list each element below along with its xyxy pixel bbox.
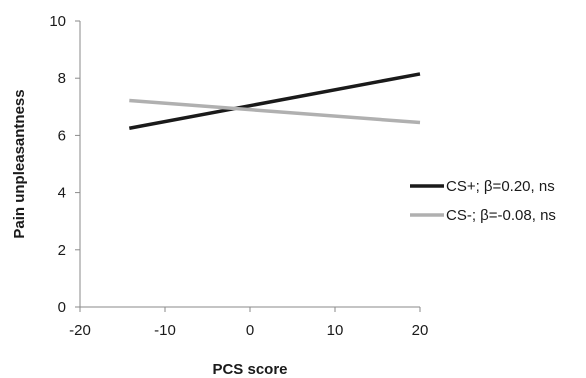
x-axis-ticks: -20 -10 0 10 20 <box>69 307 428 339</box>
series-line-cs-minus <box>129 98 421 125</box>
plot-area: 0 2 4 6 8 10 -20 -10 0 10 20 <box>49 13 428 339</box>
y-tick-label: 2 <box>58 242 66 259</box>
y-tick-label: 0 <box>58 299 66 316</box>
y-tick-label: 8 <box>58 70 66 87</box>
x-tick-label: 20 <box>412 322 429 339</box>
y-tick-label: 10 <box>49 13 66 30</box>
x-tick-label: -10 <box>154 322 176 339</box>
y-axis-title: Pain unpleasantness <box>11 89 28 238</box>
x-axis-title: PCS score <box>212 361 287 378</box>
legend-label-cs-minus: CS-; β=-0.08, ns <box>446 207 556 224</box>
series-line-cs-plus <box>128 72 421 130</box>
y-tick-label: 4 <box>58 185 66 202</box>
y-tick-label: 6 <box>58 127 66 144</box>
y-axis-ticks: 0 2 4 6 8 10 <box>49 13 80 316</box>
x-tick-label: 10 <box>327 322 344 339</box>
legend: CS+; β=0.20, ns CS-; β=-0.08, ns <box>410 178 556 224</box>
x-tick-label: -20 <box>69 322 91 339</box>
series-lines <box>128 72 421 130</box>
x-tick-label: 0 <box>246 322 254 339</box>
legend-label-cs-plus: CS+; β=0.20, ns <box>446 178 555 195</box>
